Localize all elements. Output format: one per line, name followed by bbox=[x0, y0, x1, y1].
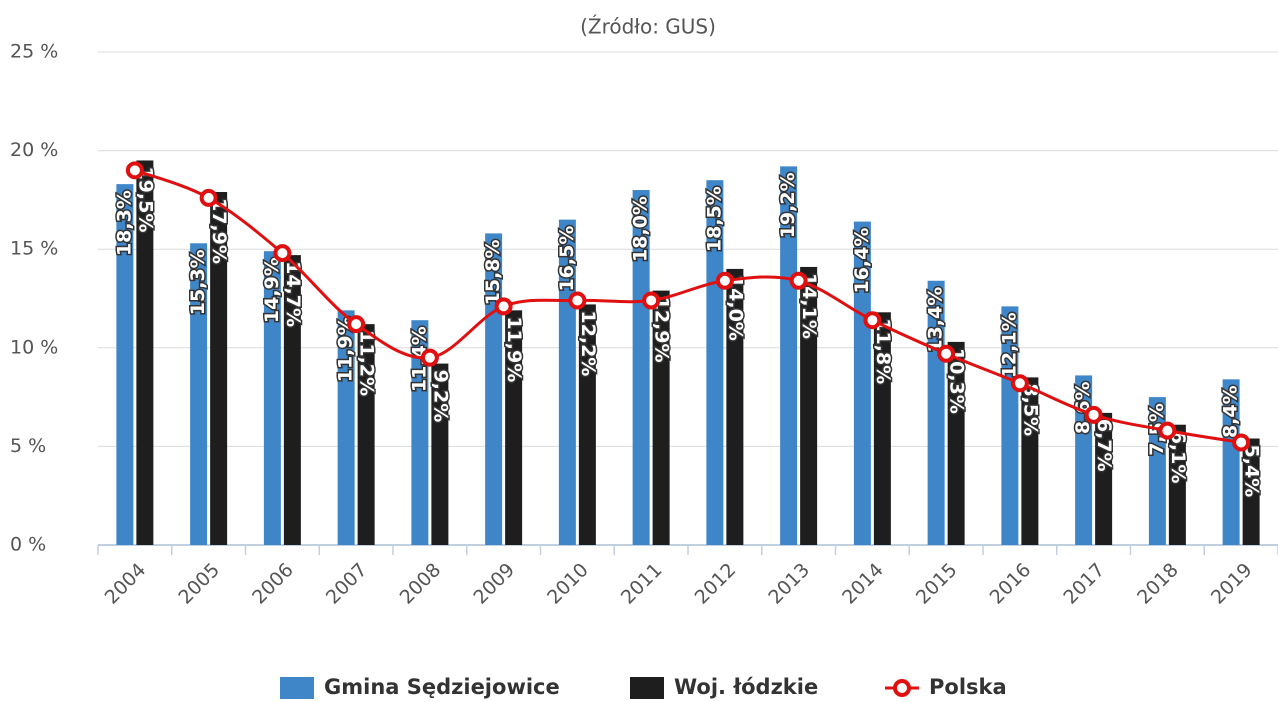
bar bbox=[431, 363, 449, 545]
y-tick-label: 25 % bbox=[10, 41, 58, 63]
data-label: 5,4% bbox=[1241, 445, 1263, 498]
x-tick-label: 2007 bbox=[322, 559, 372, 609]
bar bbox=[780, 166, 798, 545]
line-marker bbox=[420, 348, 439, 367]
x-tick-label: 2010 bbox=[543, 559, 593, 609]
legend-swatch bbox=[280, 677, 314, 699]
bar bbox=[283, 255, 301, 545]
x-tick-label: 2014 bbox=[838, 559, 888, 609]
bar bbox=[578, 304, 596, 545]
x-tick-label: 2019 bbox=[1207, 559, 1257, 609]
bar bbox=[337, 310, 355, 545]
x-tick-label: 2012 bbox=[691, 559, 741, 609]
data-label: 16,5% bbox=[556, 226, 578, 292]
bar bbox=[1021, 377, 1039, 545]
x-tick-label: 2009 bbox=[469, 559, 519, 609]
legend-swatch bbox=[630, 677, 664, 699]
data-label: 18,0% bbox=[630, 196, 652, 262]
x-tick-label: 2011 bbox=[617, 559, 667, 609]
bar bbox=[706, 180, 724, 545]
line-marker bbox=[199, 188, 218, 207]
line-marker bbox=[125, 161, 144, 180]
data-label: 14,7% bbox=[282, 261, 304, 327]
bar bbox=[190, 243, 208, 545]
bar bbox=[873, 312, 891, 545]
x-tick-label: 2008 bbox=[396, 559, 446, 609]
line-marker bbox=[1010, 374, 1029, 393]
x-tick-label: 2013 bbox=[764, 559, 814, 609]
line-marker bbox=[568, 291, 587, 310]
line-marker bbox=[863, 311, 882, 330]
bar bbox=[1001, 306, 1019, 545]
bar bbox=[357, 324, 375, 545]
legend-label: Polska bbox=[929, 675, 1007, 699]
data-label: 18,5% bbox=[703, 186, 725, 252]
bar bbox=[505, 310, 523, 545]
data-label: 6,7% bbox=[1093, 419, 1115, 472]
line-marker bbox=[494, 297, 513, 316]
y-tick-label: 20 % bbox=[10, 139, 58, 161]
legend-swatch bbox=[893, 679, 911, 697]
legend-label: Woj. łódzkie bbox=[674, 675, 818, 699]
bar bbox=[800, 266, 818, 545]
y-tick-label: 0 % bbox=[10, 534, 46, 556]
line-marker bbox=[1232, 433, 1251, 452]
line-marker bbox=[937, 344, 956, 363]
x-tick-label: 2005 bbox=[174, 559, 224, 609]
data-label: 13,4% bbox=[925, 287, 947, 353]
data-label: 12,2% bbox=[577, 310, 599, 376]
bar bbox=[947, 341, 965, 545]
line-marker bbox=[1158, 421, 1177, 440]
legend-label: Gmina Sędziejowice bbox=[324, 675, 560, 699]
data-label: 11,9% bbox=[335, 316, 357, 382]
line-marker bbox=[347, 315, 366, 334]
data-label: 15,3% bbox=[187, 249, 209, 315]
data-label: 14,9% bbox=[261, 257, 283, 323]
data-label: 11,9% bbox=[503, 316, 525, 382]
x-tick-label: 2016 bbox=[986, 559, 1036, 609]
data-label: 12,1% bbox=[998, 312, 1020, 378]
x-tick-label: 2018 bbox=[1133, 559, 1183, 609]
data-label: 9,2% bbox=[429, 370, 451, 423]
chart-subtitle: (Źródło: GUS) bbox=[580, 15, 716, 39]
bar bbox=[263, 251, 281, 545]
data-label: 17,9% bbox=[208, 198, 230, 264]
x-tick-label: 2015 bbox=[912, 559, 962, 609]
bar bbox=[1095, 412, 1113, 545]
x-tick-label: 2006 bbox=[248, 559, 298, 609]
bar bbox=[652, 290, 670, 545]
line bbox=[134, 168, 1242, 444]
y-tick-label: 10 % bbox=[10, 336, 58, 358]
bar bbox=[1242, 438, 1260, 545]
bar bbox=[853, 221, 871, 546]
bar bbox=[632, 190, 650, 546]
data-label: 18,3% bbox=[113, 190, 135, 256]
data-label: 11,2% bbox=[356, 330, 378, 396]
bar bbox=[116, 184, 134, 545]
line-marker bbox=[642, 291, 661, 310]
x-tick-label: 2004 bbox=[101, 559, 151, 609]
line-marker bbox=[273, 244, 292, 263]
y-tick-label: 5 % bbox=[10, 435, 46, 457]
data-label: 16,4% bbox=[851, 228, 873, 294]
bar bbox=[1222, 379, 1240, 545]
line-marker bbox=[1084, 405, 1103, 424]
data-label: 6,1% bbox=[1167, 431, 1189, 484]
bar bbox=[726, 268, 744, 545]
y-tick-label: 15 % bbox=[10, 238, 58, 260]
data-label: 8,4% bbox=[1220, 385, 1242, 438]
bar bbox=[210, 192, 228, 545]
data-label: 19,2% bbox=[777, 172, 799, 238]
bar bbox=[136, 160, 154, 545]
line-marker bbox=[789, 271, 808, 290]
x-tick-label: 2017 bbox=[1059, 559, 1109, 609]
bar bbox=[1168, 424, 1186, 545]
data-label: 15,8% bbox=[482, 239, 504, 305]
bar bbox=[411, 320, 429, 545]
line-marker bbox=[715, 271, 734, 290]
